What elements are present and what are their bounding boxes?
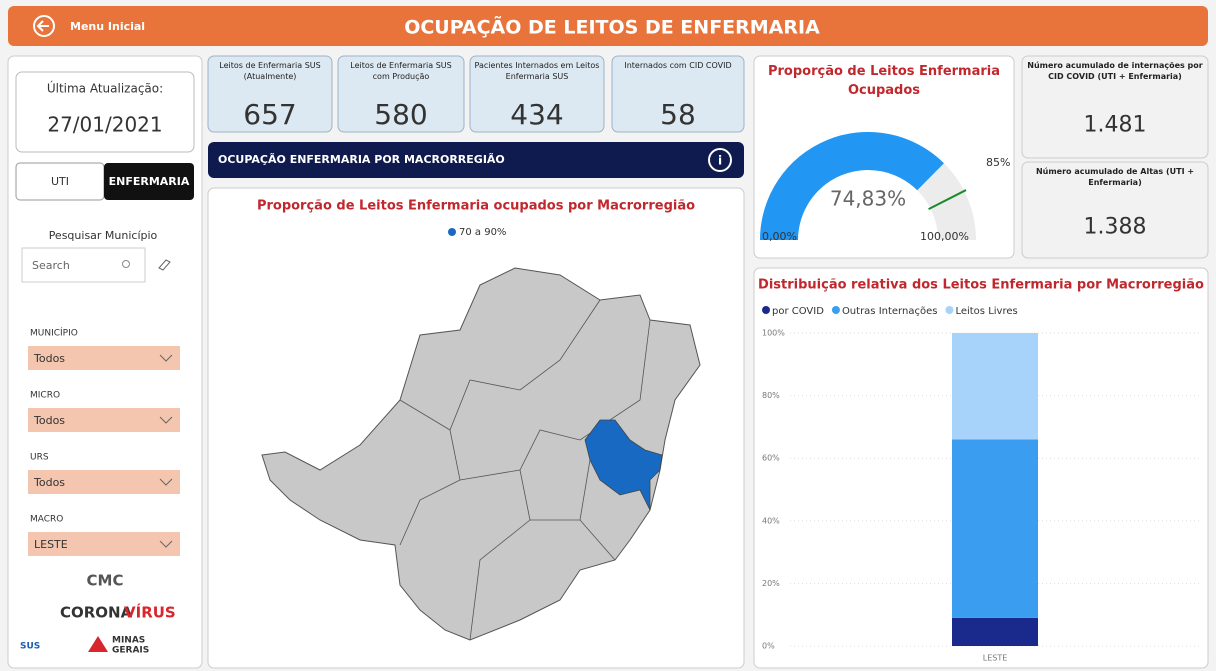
dropdown-chevron [159,478,173,486]
kpi-card [611,55,745,133]
page-title: OCUPAÇÃO DE LEITOS DE ENFERMARIA [404,15,820,39]
legend-swatch [945,306,954,314]
search-box[interactable] [21,247,146,283]
bar-segment [952,333,1038,440]
logo-mg-icon [88,636,108,652]
logo-minas: MINAS [112,636,145,646]
logo-cmc: CMC [87,572,124,590]
filter-dropdown[interactable] [28,470,180,494]
gauge-value-arc [760,131,944,240]
side-kpi-label-box: Número acumulado de Altas (UTI + Enferma… [1035,167,1195,187]
kpi-card [207,55,333,133]
legend-label: por COVID [772,306,824,317]
kpi-value: 580 [374,98,427,131]
kpi-card [337,55,465,133]
y-tick-label: 40% [762,516,780,525]
kpi-label-box: Leitos de Enfermaria SUS (Atualmente) [219,61,321,81]
kpi-label-box: Internados com CID COVID [624,61,732,70]
kpi-value: 434 [510,98,563,131]
info-i[interactable]: i [718,154,722,168]
back-icon[interactable] [33,15,55,37]
tab-label[interactable]: ENFERMARIA [109,175,190,188]
map-region[interactable] [261,267,701,641]
y-tick-label: 80% [762,391,780,400]
eraser-icon[interactable] [158,259,171,271]
filter-value[interactable]: Todos [33,476,65,489]
bar-segment [952,617,1038,646]
y-tick-label: 100% [762,329,785,338]
gauge-value-label: 74,83% [830,187,906,211]
gauge-target [928,189,967,211]
x-tick-label: LESTE [983,654,1008,663]
chart-title: Distribuição relativa dos Leitos Enferma… [758,278,1204,293]
kpi-label: Leitos de Enfermaria SUS (Atualmente) [219,61,321,81]
side-kpi-card [1021,55,1209,159]
dropdown-chevron [159,416,173,424]
tab-active[interactable] [104,163,194,200]
section-banner-text: OCUPAÇÃO ENFERMARIA POR MACRORREGIÃO [218,153,505,166]
search-icon [122,260,130,268]
y-tick-label: 60% [762,454,780,463]
map-legend: 70 a 90% [459,227,506,238]
back-arrow [36,20,49,32]
map-title: Proporção de Leitos Enfermaria ocupados … [257,199,695,214]
filter-dropdown[interactable] [28,408,180,432]
filter-label: MUNICÍPIO [30,327,78,339]
update-box [15,71,195,153]
kpi-label-box: Pacientes Internados em Leitos Enfermari… [474,61,600,81]
bar-segment [952,439,1038,618]
map-legend-swatch [448,228,456,236]
filter-dropdown[interactable] [28,532,180,556]
gauge-target-label: 85% [986,156,1010,169]
filter-dropdown[interactable] [28,346,180,370]
update-date: 27/01/2021 [47,113,162,137]
dropdown-chevron [159,540,173,548]
logo-sus: SUS [20,642,40,652]
kpi-value: 58 [660,98,696,131]
legend-swatch [762,306,770,314]
update-label: Última Atualização: [47,81,163,96]
section-banner [208,142,744,178]
side-kpi-card [1021,161,1209,259]
filter-value[interactable]: Todos [33,352,65,365]
kpi-value: 657 [243,98,296,131]
filter-value[interactable]: Todos [33,414,65,427]
side-kpi-label: Número acumulado de Altas (UTI + Enferma… [1035,167,1195,187]
filter-value[interactable]: LESTE [34,538,68,551]
gauge-title: Proporção de Leitos Enfermaria Ocupados [767,64,1001,98]
side-kpi-label: Número acumulado de internações por CID … [1027,61,1203,81]
tab-label[interactable]: UTI [51,175,69,188]
map-region-highlight[interactable] [584,419,663,511]
kpi-label: Internados com CID COVID [624,61,732,70]
filter-label: MICRO [30,391,60,401]
legend-swatch [831,306,840,314]
y-tick-label: 20% [762,579,780,588]
header-bar [8,6,1208,46]
dropdown-chevron [159,354,173,362]
map-borders [399,299,651,641]
kpi-label: Pacientes Internados em Leitos Enfermari… [474,61,600,81]
gauge-max-label: 100,00% [920,230,969,243]
kpi-card [469,55,605,133]
logo-corona: CORONA [60,604,133,622]
kpi-label-box: Leitos de Enfermaria SUS com Produção [350,61,452,81]
kpi-label: Leitos de Enfermaria SUS com Produção [350,61,452,81]
y-tick-label: 0% [762,642,775,651]
gauge-title-box: Proporção de Leitos Enfermaria Ocupados [767,64,1001,98]
search-label: Pesquisar Município [49,229,158,242]
search-placeholder[interactable]: Search [32,259,70,272]
filter-label: MACRO [30,515,63,525]
logo-virus: VÍRUS [124,603,176,622]
side-kpi-value: 1.388 [1084,214,1147,239]
gauge-min-label: 0,00% [762,230,797,243]
side-kpi-value: 1.481 [1084,112,1147,137]
info-icon[interactable] [708,148,732,172]
filter-label: URS [30,453,49,463]
logo-gerais: GERAIS [112,646,149,656]
legend-label: Leitos Livres [955,306,1017,317]
side-kpi-label-box: Número acumulado de internações por CID … [1027,61,1203,81]
legend-label: Outras Internações [842,306,938,317]
back-label[interactable]: Menu Inicial [70,20,145,33]
